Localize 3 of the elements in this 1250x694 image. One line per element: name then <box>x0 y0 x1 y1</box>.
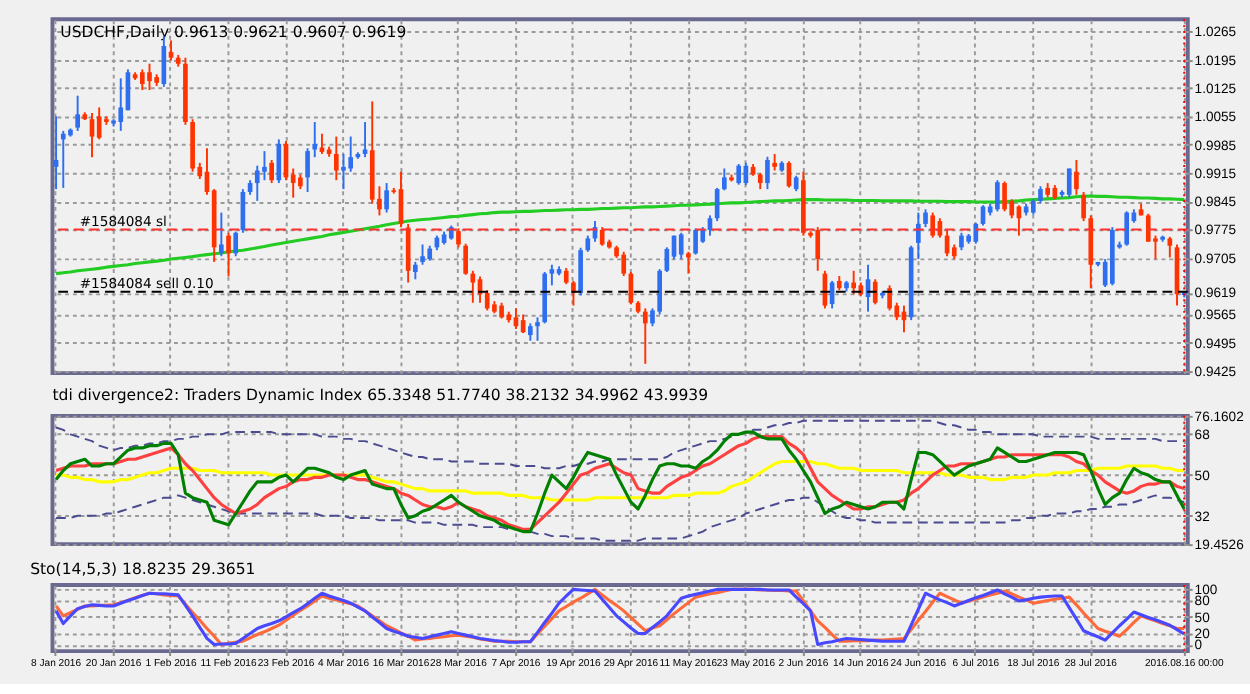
chart-title: Sto(14,5,3) 18.8235 29.3651 <box>30 559 256 578</box>
chart-title: USDCHF,Daily 0.9613 0.9621 0.9607 0.9619 <box>60 22 407 41</box>
chart-title: tdi divergence2: Traders Dynamic Index 65.3348 51.7740 38.2132 34.9962 43.9939 <box>52 386 709 405</box>
